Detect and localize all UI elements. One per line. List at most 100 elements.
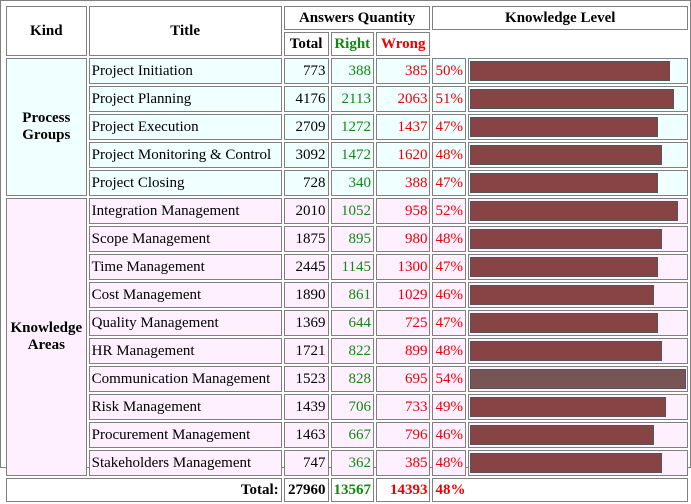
wrong-cell: 385 [376,450,431,476]
knowledge-level-bar [469,257,658,277]
level-bar-cell [467,254,688,280]
table-row: Stakeholders Management 747 362 385 48% [6,450,688,476]
level-bar-cell [467,422,688,448]
kind-cell: Process Groups [6,58,87,196]
title-cell: Project Initiation [88,58,282,84]
knowledge-level-bar [469,369,686,389]
title-cell: Cost Management [88,282,282,308]
wrong-cell: 2063 [376,86,431,112]
kind-cell: Knowledge Areas [6,198,87,476]
knowledge-level-bar [469,453,662,473]
header-wrong: Wrong [376,32,431,56]
right-cell: 828 [330,366,374,392]
total-cell: 4176 [283,86,329,112]
totals-row: Total: 27960 13567 14393 48% [6,478,688,502]
knowledge-level-bar [469,425,654,445]
right-cell: 895 [330,226,374,252]
level-bar-cell [467,282,688,308]
wrong-cell: 695 [376,366,431,392]
right-cell: 644 [330,310,374,336]
right-cell: 1052 [330,198,374,224]
knowledge-level-bar [469,229,662,249]
header-knowledge-level: Knowledge Level [432,6,688,30]
total-cell: 2445 [283,254,329,280]
title-cell: Project Monitoring & Control [88,142,282,168]
wrong-cell: 1620 [376,142,431,168]
header-row-2: Total Right Wrong [6,32,688,56]
wrong-cell: 899 [376,338,431,364]
right-cell: 667 [330,422,374,448]
level-bar-cell [467,58,688,84]
wrong-cell: 796 [376,422,431,448]
percent-cell: 48% [432,450,466,476]
table-row: Knowledge Areas Integration Management 201… [6,198,688,476]
table-row: Time Management 2445 1145 1300 47% [6,254,688,280]
percent-cell: 49% [432,394,466,420]
total-cell: 1875 [283,226,329,252]
title-cell: Procurement Management [88,422,282,448]
header-row-1: Kind Title Answers Quantity Knowledge Le… [6,6,688,56]
title-cell: Scope Management [88,226,282,252]
knowledge-level-bar [469,173,658,193]
percent-cell: 46% [432,282,466,308]
wrong-cell: 1300 [376,254,431,280]
right-cell: 1145 [330,254,374,280]
knowledge-level-bar [469,285,654,305]
level-bar-cell [467,450,688,476]
header-kind: Kind [6,6,87,56]
wrong-cell: 733 [376,394,431,420]
table-row: HR Management 1721 822 899 48% [6,338,688,364]
header-total: Total [283,32,329,56]
title-cell: Communication Management [88,366,282,392]
total-cell: 1523 [283,366,329,392]
total-cell: 1890 [283,282,329,308]
knowledge-table: Kind Title Answers Quantity Knowledge Le… [4,4,690,504]
table-row: Communication Management 1523 828 695 54% [6,366,688,392]
wrong-cell: 388 [376,170,431,196]
level-bar-cell [467,114,688,140]
right-cell: 861 [330,282,374,308]
total-cell: 728 [283,170,329,196]
total-cell: 2709 [283,114,329,140]
header-title: Title [88,6,282,56]
percent-cell: 47% [432,114,466,140]
header-right: Right [330,32,374,56]
total-cell: 3092 [283,142,329,168]
percent-cell: 48% [432,142,466,168]
table-row: Project Planning 4176 2113 2063 51% [6,86,688,112]
right-cell: 1272 [330,114,374,140]
level-bar-cell [467,142,688,168]
totals-percent: 48% [432,478,688,502]
table-row: Project Closing 728 340 388 47% [6,170,688,196]
level-bar-cell [467,394,688,420]
total-cell: 773 [283,58,329,84]
knowledge-level-bar [469,201,678,221]
table-row: Cost Management 1890 861 1029 46% [6,282,688,308]
table-body: Process Groups Project Initiation 773 388 38… [6,58,688,476]
right-cell: 1472 [330,142,374,168]
title-cell: Project Planning [88,86,282,112]
right-cell: 340 [330,170,374,196]
percent-cell: 47% [432,170,466,196]
wrong-cell: 1437 [376,114,431,140]
knowledge-level-bar [469,313,658,333]
level-bar-cell [467,338,688,364]
knowledge-level-bar [469,145,662,165]
knowledge-level-bar [469,117,658,137]
percent-cell: 46% [432,422,466,448]
total-cell: 1721 [283,338,329,364]
right-cell: 706 [330,394,374,420]
total-cell: 1369 [283,310,329,336]
wrong-cell: 1029 [376,282,431,308]
table-row: Project Execution 2709 1272 1437 47% [6,114,688,140]
table-row: Process Groups Project Initiation 773 388 38… [6,58,688,196]
wrong-cell: 958 [376,198,431,224]
wrong-cell: 980 [376,226,431,252]
percent-cell: 52% [432,198,466,224]
table-row: Scope Management 1875 895 980 48% [6,226,688,252]
knowledge-level-bar [469,89,674,109]
knowledge-level-bar [469,341,662,361]
right-cell: 822 [330,338,374,364]
percent-cell: 50% [432,58,466,84]
